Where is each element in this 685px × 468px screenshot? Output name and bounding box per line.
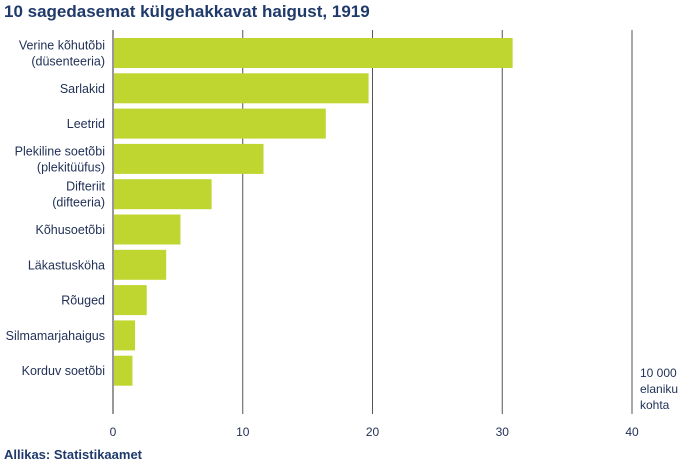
bar: [114, 38, 513, 68]
category-label: Läkastusköha: [28, 258, 105, 272]
category-label: (difteeria): [52, 196, 105, 210]
category-labels: Verine kõhutõbi (düsenteeria) Sarlakid Leet…: [6, 39, 106, 379]
category-label: Silmamarjahaigus: [6, 329, 105, 343]
unit-label-line: elaniku: [640, 382, 678, 396]
category-label: Verine kõhutõbi: [19, 39, 105, 53]
unit-label-line: 10 000: [640, 366, 677, 380]
x-tick-label: 0: [110, 425, 117, 439]
bar: [114, 108, 326, 139]
category-label: Rõuged: [61, 294, 105, 308]
x-tick-labels: 0 10 20 30 40: [110, 425, 639, 439]
x-tick-label: 20: [366, 425, 380, 439]
bar: [114, 355, 133, 386]
x-tick-label: 10: [236, 425, 250, 439]
category-label: Sarlakid: [60, 82, 105, 96]
bar: [114, 214, 181, 245]
gridlines: [112, 30, 633, 414]
x-tick-label: 40: [625, 425, 639, 439]
category-label: (düsenteeria): [31, 55, 105, 69]
category-label: Difteriit: [66, 180, 105, 194]
category-label: (plekitüüfus): [37, 160, 105, 174]
category-label: Plekiline soetõbi: [15, 144, 105, 158]
category-label: Korduv soetõbi: [22, 364, 105, 378]
category-label: Kõhusoetõbi: [35, 223, 105, 237]
bars: [114, 38, 513, 386]
bar: [114, 143, 264, 174]
bar: [114, 73, 369, 104]
category-label: Leetrid: [67, 117, 105, 131]
unit-label-line: kohta: [640, 398, 670, 412]
unit-label: 10 000 elaniku kohta: [640, 366, 678, 412]
x-tick-label: 30: [496, 425, 510, 439]
bar: [114, 249, 167, 280]
bar: [114, 285, 147, 316]
bar: [114, 179, 212, 210]
chart-title: 10 sagedasemat külgehakkavat haigust, 19…: [4, 2, 370, 21]
source-note: Allikas: Statistikaamet: [4, 447, 143, 462]
bar: [114, 320, 136, 351]
